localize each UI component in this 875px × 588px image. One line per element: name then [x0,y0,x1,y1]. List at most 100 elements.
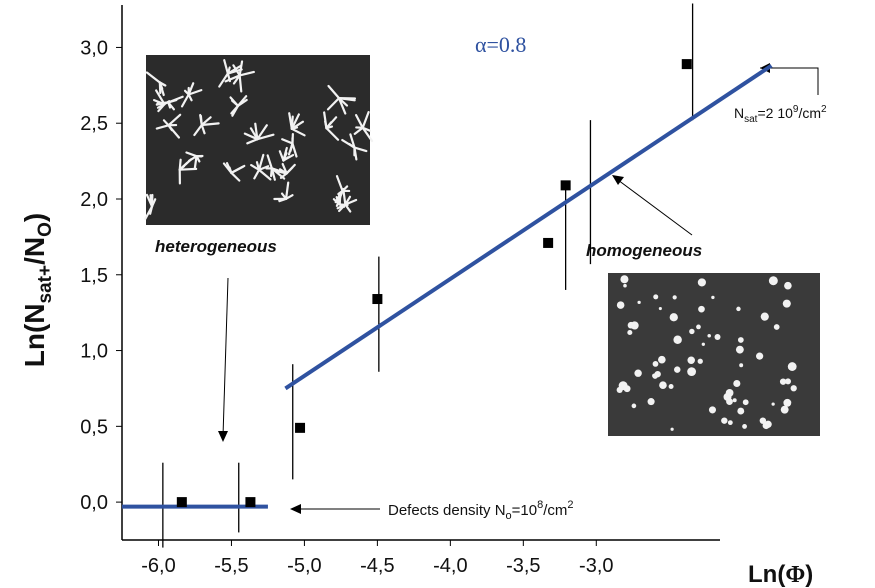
texture [232,74,241,85]
texture [253,168,261,180]
texture [634,369,642,377]
texture [658,306,662,311]
texture [281,138,294,145]
texture [167,113,182,127]
texture [270,167,276,181]
texture [737,337,744,343]
texture [250,163,261,171]
texture [289,142,294,153]
texture [230,171,241,182]
t: =2 10 [757,105,793,121]
texture [257,165,270,171]
texture [288,112,293,130]
texture [337,97,356,102]
texture [246,138,259,145]
texture [737,407,745,415]
x-tick-label: -4,5 [360,555,394,577]
texture [687,356,695,365]
texture [623,283,627,288]
texture [327,84,341,100]
texture [218,72,229,88]
texture [229,96,240,107]
y-tick-label: 0,0 [80,492,108,514]
texture [150,198,157,208]
texture [200,116,212,127]
x-tick-label: -3,0 [579,555,613,577]
texture [782,299,791,308]
texture [200,122,220,127]
texture [687,367,697,377]
texture [226,64,242,75]
y-tick-label: 3,0 [80,37,108,59]
y-axis-label: Ln(Nsat+/NO) [19,213,56,367]
point [245,497,256,508]
texture [727,420,733,426]
texture [236,95,248,107]
t: Defects density N [388,502,506,519]
fit-line [284,63,773,391]
point [176,497,187,508]
texture [787,362,797,371]
point [295,422,306,433]
inset-heterogeneous [144,55,374,225]
texture [337,97,347,115]
texture [257,153,265,171]
texture [631,403,637,409]
texture [668,384,674,390]
texture [673,335,682,344]
texture [278,168,288,175]
texture [672,295,677,300]
texture [697,358,703,364]
texture [721,417,728,424]
t: 2 [567,499,573,511]
arrow [617,179,693,236]
homogeneous-label: homogeneous [586,241,702,260]
texture [627,321,635,329]
texture [647,398,655,406]
texture [266,154,273,170]
texture [157,103,166,113]
point [681,59,692,70]
texture [180,93,190,108]
texture [257,168,272,181]
texture [167,99,178,104]
point [372,294,383,305]
texture [325,125,334,130]
texture [762,421,770,430]
inset-homogeneous [608,273,820,436]
texture [145,71,161,84]
texture [771,402,775,406]
texture [361,111,370,129]
texture [335,189,344,207]
t: sat+ [35,265,56,304]
texture [290,127,306,137]
texture [736,306,741,312]
texture [226,72,232,83]
texture [653,294,659,300]
t: ) [19,213,50,222]
point [560,180,571,191]
arrow-head [290,504,301,514]
texture [256,124,268,141]
texture [282,153,295,162]
t: Φ [785,562,805,588]
texture [760,312,769,321]
texture [723,392,732,401]
texture [238,70,255,77]
x-tick-label: -4,0 [433,555,467,577]
t: ) [805,561,813,588]
texture [145,193,154,208]
texture [167,101,176,111]
texture [689,328,695,335]
texture [701,342,705,346]
texture [349,133,356,149]
texture [291,142,298,158]
texture [711,295,715,300]
t: 2 [821,104,827,115]
texture [222,162,233,174]
texture [658,355,666,364]
texture [783,398,792,407]
t: 8 [537,499,543,511]
texture [155,124,170,130]
t: /cm [543,502,567,519]
